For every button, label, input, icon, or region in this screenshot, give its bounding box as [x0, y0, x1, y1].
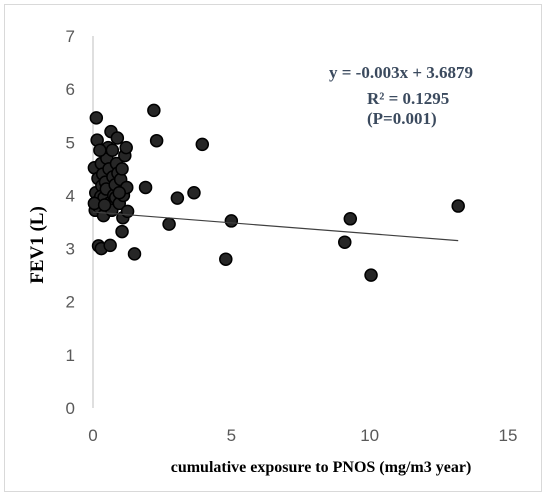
data-point — [451, 199, 465, 213]
data-point — [219, 252, 233, 266]
chart-frame: 0 1 2 3 4 5 6 7 0 5 10 15 y = -0.003x + 3.6879 R² … — [4, 4, 542, 492]
y-tick-label: 5 — [66, 133, 75, 152]
data-point — [138, 180, 153, 195]
x-tick-labels: 0 5 10 15 — [88, 426, 517, 445]
data-point — [127, 247, 142, 261]
x-axis-title: cumulative exposure to PNOS (mg/m3 year) — [171, 459, 472, 476]
y-axis-title: FEV1 (L) — [27, 206, 48, 284]
x-tick-label: 5 — [227, 426, 236, 445]
y-tick-label: 1 — [66, 346, 75, 365]
data-point — [364, 268, 378, 282]
equation-label: y = -0.003x + 3.6879 — [329, 63, 473, 82]
data-point — [89, 111, 104, 125]
x-tick-label: 15 — [499, 426, 518, 445]
data-point — [187, 186, 201, 200]
data-point — [119, 140, 133, 155]
data-point — [195, 137, 210, 152]
data-point — [103, 238, 117, 253]
x-tick-label: 10 — [360, 426, 379, 445]
data-point — [224, 214, 239, 228]
y-tick-label: 4 — [66, 186, 75, 205]
data-point — [110, 131, 125, 145]
data-point — [97, 198, 112, 212]
data-point — [93, 143, 107, 158]
data-point — [338, 235, 352, 249]
y-tick-label: 6 — [66, 80, 75, 99]
data-point — [343, 212, 358, 226]
data-point — [105, 143, 120, 158]
data-point — [115, 224, 129, 239]
data-point — [170, 191, 185, 205]
data-point — [112, 186, 127, 200]
y-tick-labels: 0 1 2 3 4 5 6 7 — [66, 27, 75, 418]
trendline — [92, 211, 459, 242]
data-point — [162, 217, 176, 231]
y-tick-label: 2 — [66, 293, 75, 312]
data-point — [147, 103, 161, 118]
data-point — [149, 133, 164, 148]
scatter-chart: 0 1 2 3 4 5 6 7 0 5 10 15 y = -0.003x + 3.6879 R² … — [27, 27, 517, 476]
data-point — [115, 162, 129, 176]
y-tick-label: 7 — [66, 27, 75, 46]
p-value-label: (P=0.001) — [367, 109, 437, 128]
data-points — [87, 103, 465, 282]
x-tick-label: 0 — [88, 426, 97, 445]
y-tick-label: 0 — [66, 399, 75, 418]
y-tick-label: 3 — [66, 240, 75, 259]
r-squared-label: R² = 0.1295 — [367, 89, 449, 108]
